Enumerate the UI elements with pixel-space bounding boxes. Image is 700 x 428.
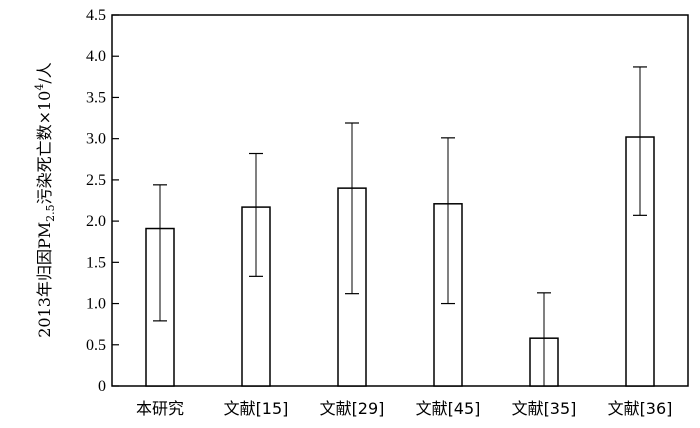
- category-labels: 本研究 文献[15] 文献[29] 文献[45] 文献[35] 文献[36]: [136, 399, 672, 418]
- y-tick-label: 3.5: [86, 89, 106, 106]
- y-tick-label: 3.0: [86, 131, 106, 148]
- bars: [145, 136, 655, 387]
- y-axis-ticks: 0 0.5 1.0 1.5 2.0 2.5 3.0 3.5 4.0 4.5: [86, 7, 119, 395]
- y-axis-title: 2013年归因PM2.5污染死亡数×104/人: [33, 62, 57, 338]
- y-tick-label: 4.5: [86, 7, 106, 24]
- category-label: 文献[15]: [224, 399, 289, 418]
- y-tick-label: 4.0: [86, 48, 106, 65]
- y-tick-label: 0: [98, 378, 106, 395]
- y-tick-label: 2.0: [86, 213, 106, 230]
- category-label: 本研究: [136, 399, 184, 418]
- y-tick-label: 2.5: [86, 172, 106, 189]
- plot-frame: [111, 14, 689, 387]
- error-bars: [153, 66, 647, 386]
- category-label: 文献[45]: [416, 399, 481, 418]
- category-label: 文献[36]: [608, 399, 673, 418]
- category-label: 文献[29]: [320, 399, 385, 418]
- y-tick-label: 0.5: [86, 337, 106, 354]
- y-tick-label: 1.5: [86, 254, 106, 271]
- category-label: 文献[35]: [512, 399, 577, 418]
- y-tick-label: 1.0: [86, 296, 106, 313]
